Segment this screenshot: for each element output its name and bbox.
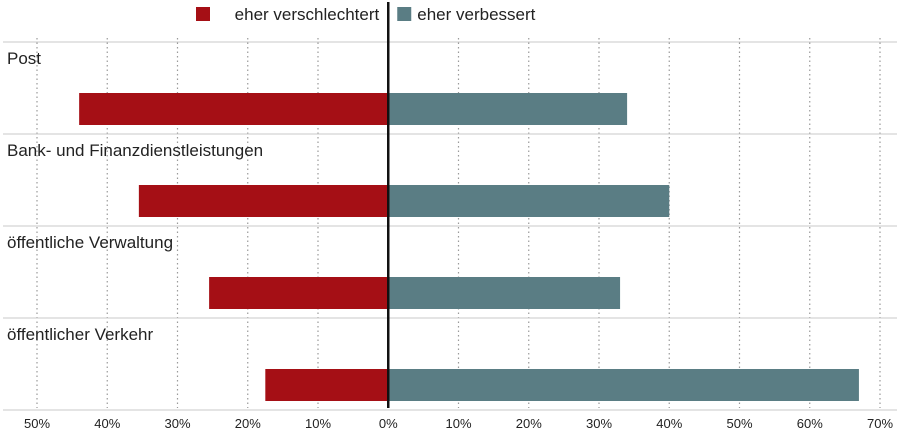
category-label-bank-und-finanzdienstleistungen: Bank- und Finanzdienstleistungen (7, 141, 263, 160)
bar-eher-verschlechtert-oeffentlicher-verkehr (265, 369, 389, 401)
x-tick-label-9: 40% (656, 416, 682, 431)
x-tick-label-5: 0% (379, 416, 398, 431)
x-tick-label-6: 10% (445, 416, 471, 431)
bars (79, 93, 859, 401)
x-tick-label-1: 40% (94, 416, 120, 431)
gridlines (36, 38, 881, 408)
bar-eher-verschlechtert-post (79, 93, 389, 125)
bar-eher-verbessert-bank-und-finanzdienstleistungen (388, 185, 670, 217)
x-tick-label-2: 30% (164, 416, 190, 431)
x-tick-label-0: 50% (24, 416, 50, 431)
legend: eher verschlechtert eher verbessert (196, 5, 536, 24)
legend-label-eher-verbessert: eher verbessert (417, 5, 535, 24)
bar-eher-verbessert-oeffentliche-verwaltung (388, 277, 621, 309)
category-label-post: Post (7, 49, 41, 68)
x-tick-label-7: 20% (516, 416, 542, 431)
x-axis-ticks: 50% 40% 30% 20% 10% 0% 10% 20% 30% 40% 50% 60% 70% (24, 416, 893, 431)
legend-swatch-eher-verbessert (397, 7, 412, 21)
x-tick-label-10: 50% (726, 416, 752, 431)
x-tick-label-12: 70% (867, 416, 893, 431)
x-tick-label-3: 20% (235, 416, 261, 431)
bar-eher-verschlechtert-bank-und-finanzdienstleistungen (138, 185, 389, 217)
bar-eher-verbessert-post (388, 93, 628, 125)
x-tick-label-4: 10% (305, 416, 331, 431)
x-tick-label-11: 60% (797, 416, 823, 431)
legend-label-eher-verschlechtert: eher verschlechtert (235, 5, 380, 24)
legend-swatch-eher-verschlechtert (196, 7, 210, 21)
category-label-oeffentlicher-verkehr: öffentlicher Verkehr (7, 325, 153, 344)
category-label-oeffentliche-verwaltung: öffentliche Verwaltung (7, 233, 173, 252)
bar-eher-verschlechtert-oeffentliche-verwaltung (209, 277, 389, 309)
x-tick-label-8: 30% (586, 416, 612, 431)
category-labels: Post Bank- und Finanzdienstleistungen öffe… (7, 49, 263, 344)
category-separators (3, 41, 897, 411)
bar-eher-verbessert-oeffentlicher-verkehr (388, 369, 859, 401)
